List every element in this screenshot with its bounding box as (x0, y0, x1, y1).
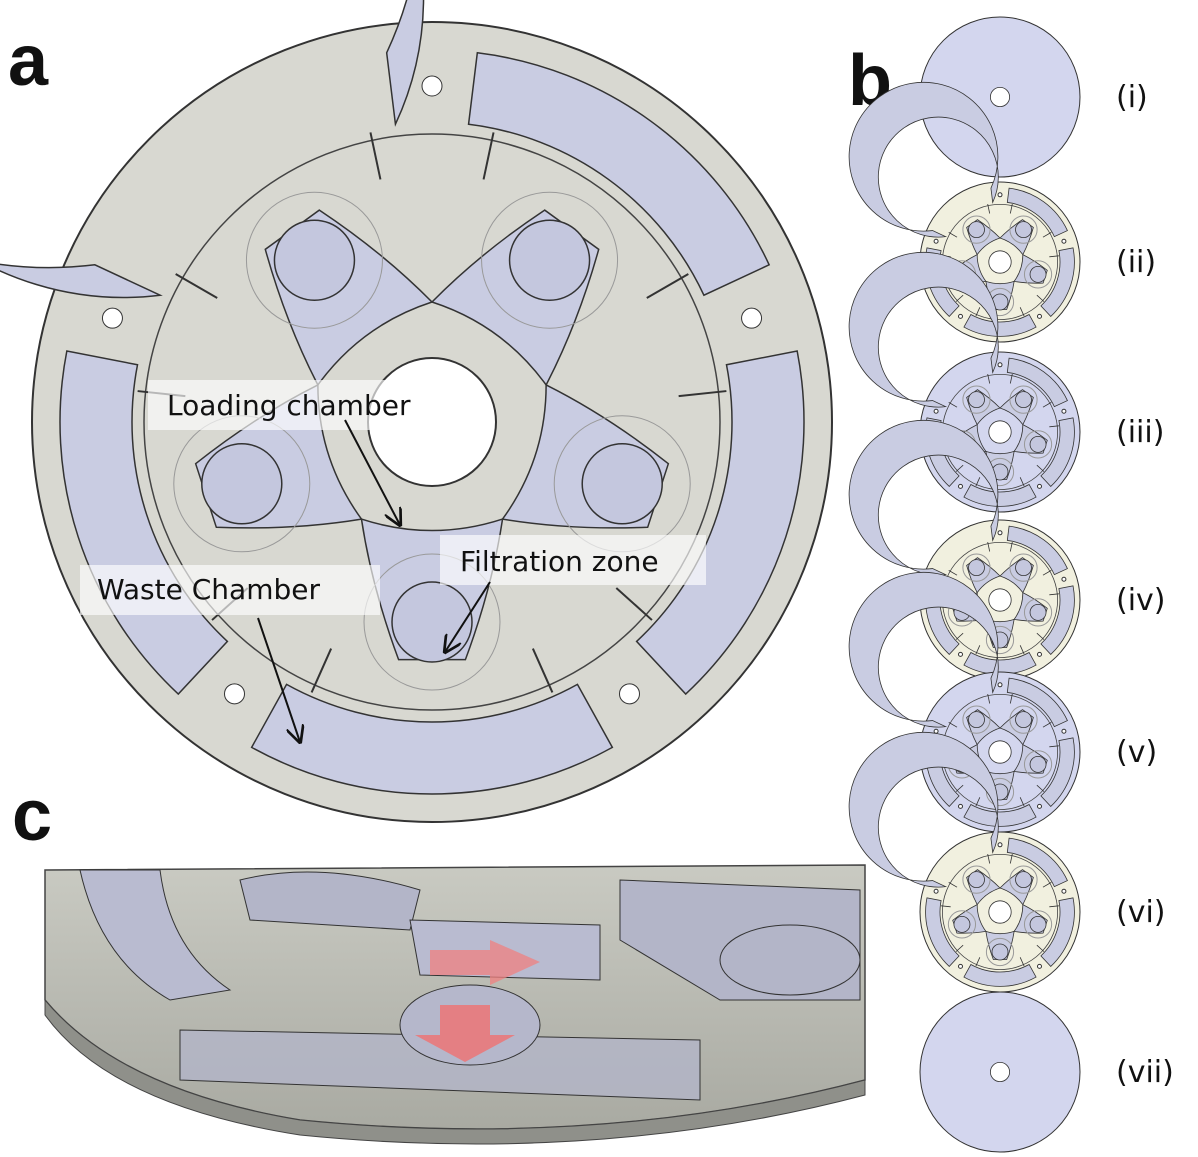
vent-hole (225, 684, 245, 704)
filtration-zone (968, 222, 984, 238)
vent-hole (934, 729, 938, 733)
vent-hole (1062, 239, 1066, 243)
annotation: Loading chamber (167, 389, 411, 422)
vent-hole (934, 239, 938, 243)
annotation: Filtration zone (460, 545, 659, 578)
vent-hole (934, 889, 938, 893)
center-hole (990, 1062, 1009, 1081)
panel-b: b(i)(ii)(iii)(iv)(v)(vi)(vii) (848, 17, 1174, 1152)
filtration-zone (510, 220, 590, 300)
layer-label: (v) (1116, 735, 1157, 770)
filtration-zone (1030, 756, 1046, 772)
filtration-zone (1030, 266, 1046, 282)
filtration-zone (968, 560, 984, 576)
center-hole (989, 901, 1011, 923)
vent-hole (959, 964, 963, 968)
vent-hole (959, 484, 963, 488)
filtration-zone (274, 220, 354, 300)
vent-hole (1037, 964, 1041, 968)
center-hole (989, 421, 1011, 443)
layer-label: (iv) (1116, 583, 1166, 618)
vent-hole (959, 804, 963, 808)
vent-hole (959, 652, 963, 656)
filtration-zone (1016, 872, 1032, 888)
filtration-zone (1016, 712, 1032, 728)
filtration-zone (968, 392, 984, 408)
vent-hole (1037, 484, 1041, 488)
layer-label: (i) (1116, 80, 1148, 115)
vent-hole (1037, 804, 1041, 808)
annotation: Waste Chamber (97, 573, 320, 606)
figure: a Loading chamber Filtration zone Waste Cha… (0, 0, 1198, 1157)
vent-hole (959, 314, 963, 318)
vent-hole (998, 843, 1002, 847)
vent-hole (1062, 729, 1066, 733)
center-hole (990, 87, 1009, 106)
vent-hole (998, 683, 1002, 687)
filtration-zone (1016, 222, 1032, 238)
filtration-zone (954, 916, 970, 932)
vent-hole (102, 308, 122, 328)
center-hole (989, 589, 1011, 611)
filtration-zone (582, 444, 662, 524)
layer-label: (iii) (1116, 415, 1164, 450)
vent-hole (1062, 409, 1066, 413)
center-hole (989, 741, 1011, 763)
panel-c: c (12, 776, 865, 1144)
filtration-zone (1030, 916, 1046, 932)
filtration-zone (202, 444, 282, 524)
filtration-zone (968, 712, 984, 728)
panel-label: a (8, 21, 49, 101)
vent-hole (1037, 652, 1041, 656)
filtration-zone (1030, 604, 1046, 620)
vent-hole (998, 363, 1002, 367)
vent-hole (1062, 889, 1066, 893)
layer-label: (vi) (1116, 895, 1166, 930)
vent-hole (998, 531, 1002, 535)
vent-hole (619, 684, 639, 704)
filtration-zone (1030, 436, 1046, 452)
panel-a: a Loading chamber Filtration zone Waste Cha… (0, 0, 832, 822)
filtration-zone (992, 944, 1008, 960)
filtration-zone (1016, 392, 1032, 408)
vent-hole (742, 308, 762, 328)
vent-hole (1037, 314, 1041, 318)
panel-label: c (12, 776, 52, 856)
vent-hole (1062, 577, 1066, 581)
layer-label: (ii) (1116, 245, 1156, 280)
vent-hole (422, 76, 442, 96)
layer-label: (vii) (1116, 1055, 1174, 1090)
vent-hole (934, 409, 938, 413)
filtration-zone (392, 582, 472, 662)
filtration-zone (1016, 560, 1032, 576)
filtration-zone (968, 872, 984, 888)
center-hole (989, 251, 1011, 273)
vent-hole (998, 193, 1002, 197)
